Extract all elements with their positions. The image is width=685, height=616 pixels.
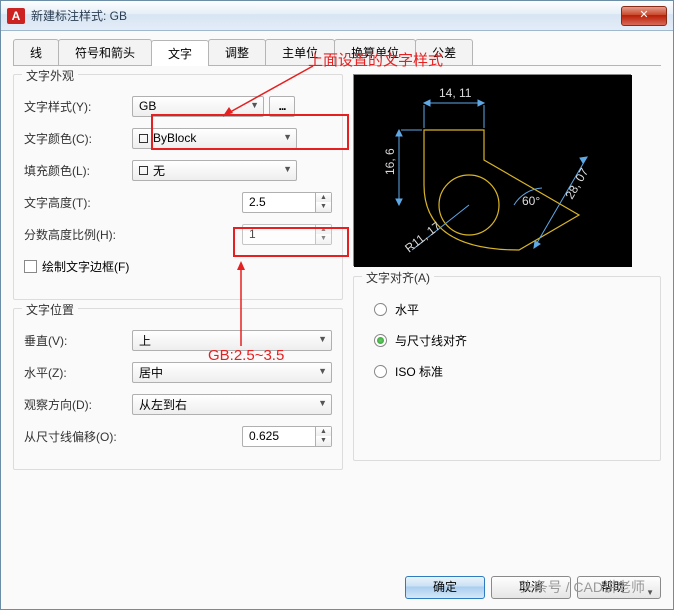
tab-line[interactable]: 线 bbox=[13, 39, 59, 65]
input-offset[interactable]: 0.625▲▼ bbox=[242, 426, 332, 447]
tab-fit[interactable]: 调整 bbox=[208, 39, 266, 65]
annotation-mid: GB:2.5~3.5 bbox=[208, 347, 284, 364]
annotation-top: 上面设置的文字样式 bbox=[308, 49, 443, 70]
radio-horizontal[interactable] bbox=[374, 303, 387, 316]
label-text-frame: 绘制文字边框(F) bbox=[42, 258, 129, 275]
legend-appearance: 文字外观 bbox=[22, 67, 78, 84]
select-view-dir[interactable]: 从左到右 bbox=[132, 394, 332, 415]
checkbox-text-frame[interactable] bbox=[24, 260, 37, 273]
group-text-placement: 文字位置 垂直(V): 上 水平(Z): 居中 观察方向(D): 从左到右 从 bbox=[13, 308, 343, 470]
content-area: 线 符号和箭头 文字 调整 主单位 换算单位 公差 文字外观 文字样式(Y): … bbox=[1, 31, 673, 490]
tab-text[interactable]: 文字 bbox=[151, 40, 209, 66]
spin-down-icon[interactable]: ▼ bbox=[316, 202, 331, 212]
label-align-iso: ISO 标准 bbox=[395, 363, 443, 380]
titlebar: A 新建标注样式: GB ✕ bbox=[1, 1, 673, 31]
label-fraction-scale: 分数高度比例(H): bbox=[24, 226, 132, 243]
radio-dimline[interactable] bbox=[374, 334, 387, 347]
input-fraction-scale[interactable]: 1▲▼ bbox=[242, 224, 332, 245]
fill-swatch-icon bbox=[139, 166, 148, 175]
input-text-height[interactable]: 2.5▲▼ bbox=[242, 192, 332, 213]
group-text-appearance: 文字外观 文字样式(Y): GB ... 文字颜色(C): ByBlock 填充… bbox=[13, 74, 343, 300]
select-text-style[interactable]: GB bbox=[132, 96, 264, 117]
label-view-dir: 观察方向(D): bbox=[24, 396, 132, 413]
label-text-style: 文字样式(Y): bbox=[24, 98, 132, 115]
label-fill-color: 填充颜色(L): bbox=[24, 162, 132, 179]
label-text-height: 文字高度(T): bbox=[24, 194, 132, 211]
svg-text:14, 11: 14, 11 bbox=[439, 86, 472, 100]
window-title: 新建标注样式: GB bbox=[31, 7, 621, 24]
svg-text:60°: 60° bbox=[522, 194, 540, 208]
radio-iso[interactable] bbox=[374, 365, 387, 378]
select-text-color[interactable]: ByBlock bbox=[132, 128, 297, 149]
label-text-color: 文字颜色(C): bbox=[24, 130, 132, 147]
legend-placement: 文字位置 bbox=[22, 301, 78, 318]
select-horizontal[interactable]: 居中 bbox=[132, 362, 332, 383]
color-swatch-icon bbox=[139, 134, 148, 143]
select-fill-color[interactable]: 无 bbox=[132, 160, 297, 181]
label-horizontal: 水平(Z): bbox=[24, 364, 132, 381]
preview-svg: 14, 11 16, 6 60° 28, 07 R11, 17 bbox=[354, 75, 632, 267]
label-offset: 从尺寸线偏移(O): bbox=[24, 428, 132, 445]
button-style-more[interactable]: ... bbox=[269, 96, 295, 117]
group-text-align: 文字对齐(A) 水平 与尺寸线对齐 ISO 标准 bbox=[353, 276, 661, 461]
label-align-dimline: 与尺寸线对齐 bbox=[395, 332, 467, 349]
spin-up-icon[interactable]: ▲ bbox=[316, 193, 331, 203]
app-icon: A bbox=[7, 8, 25, 24]
close-button[interactable]: ✕ bbox=[621, 6, 667, 26]
watermark: 头条号 / CAD讲老师 bbox=[520, 577, 645, 597]
preview-pane: 14, 11 16, 6 60° 28, 07 R11, 17 bbox=[353, 74, 631, 266]
tab-symbols[interactable]: 符号和箭头 bbox=[58, 39, 152, 65]
button-ok[interactable]: 确定 bbox=[405, 576, 485, 599]
svg-text:16, 6: 16, 6 bbox=[383, 148, 397, 175]
dialog-window: A 新建标注样式: GB ✕ 线 符号和箭头 文字 调整 主单位 换算单位 公差… bbox=[0, 0, 674, 610]
legend-align: 文字对齐(A) bbox=[362, 269, 434, 286]
label-vertical: 垂直(V): bbox=[24, 332, 132, 349]
label-align-horiz: 水平 bbox=[395, 301, 419, 318]
